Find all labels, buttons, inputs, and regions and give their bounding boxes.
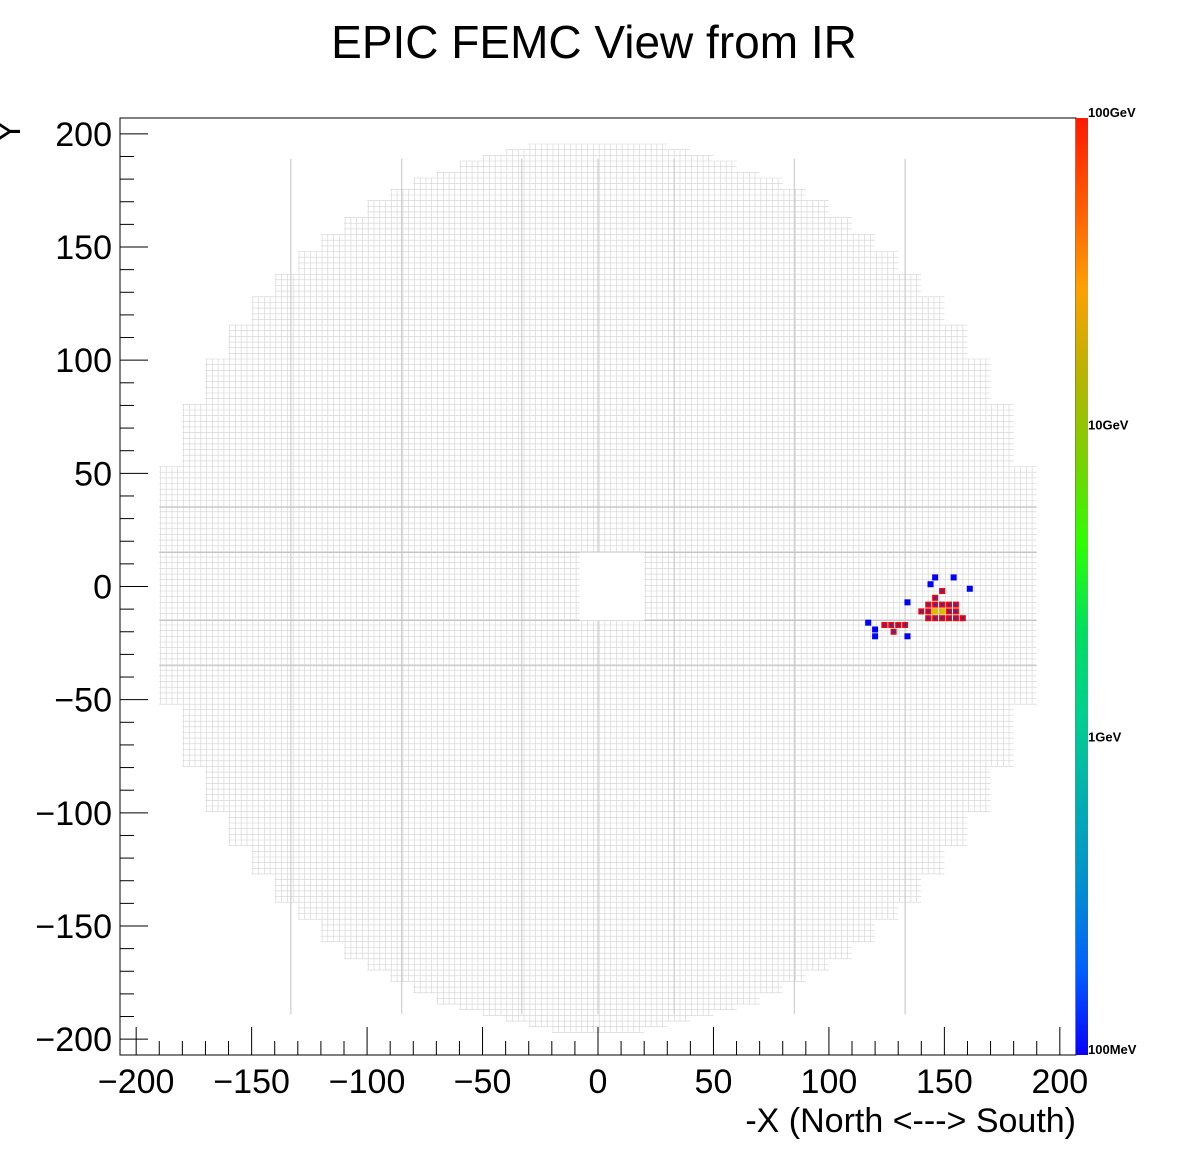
detector-row [482, 155, 714, 162]
detector-row [528, 1021, 668, 1027]
y-axis: 200 150 100 50 0 −50 −100 −150 −200 [35, 116, 148, 1059]
hit-cell-core [940, 616, 944, 620]
hit-cell-core [954, 603, 958, 607]
x-tick-label: 100 [801, 1063, 858, 1101]
y-tick-label: −200 [35, 1021, 112, 1059]
beam-pipe-hole [579, 552, 645, 621]
hit-cell-core [889, 623, 893, 627]
hit-cell-core [933, 596, 937, 600]
hit-cell-core [926, 616, 930, 620]
hit-cell-core [892, 630, 896, 634]
y-tick-label: −150 [35, 908, 112, 946]
x-tick-label: −100 [329, 1063, 406, 1101]
hit-cell [932, 574, 939, 581]
y-tick-label: 50 [74, 455, 112, 493]
hit-cell [872, 633, 879, 640]
hit-cell-core [940, 603, 944, 607]
y-tick-label: 200 [55, 116, 112, 154]
y-axis-title: Y [0, 120, 28, 143]
x-tick-label: 0 [589, 1063, 608, 1101]
x-tick-label: −150 [213, 1063, 290, 1101]
hit-cell-core [940, 589, 944, 593]
hit-cell-core [926, 603, 930, 607]
hit-cell-core [933, 603, 937, 607]
detector-cell-grid [159, 143, 1037, 1033]
hit-cell [950, 574, 957, 581]
x-tick-label: 200 [1031, 1063, 1088, 1101]
x-axis-title: -X (North <---> South) [745, 1102, 1076, 1140]
y-tick-label: −100 [35, 795, 112, 833]
hit-cell-core [954, 609, 958, 613]
hit-cell-core [926, 609, 930, 613]
hit-cell [939, 608, 946, 615]
x-tick-label: 150 [916, 1063, 973, 1101]
x-tick-label: 50 [695, 1063, 733, 1101]
hit-cell-core [896, 623, 900, 627]
hit-cell-core [919, 609, 923, 613]
hit-cell-core [954, 616, 958, 620]
hit-cell-core [903, 623, 907, 627]
hit-cell-core [947, 609, 951, 613]
hit-cell-core [882, 623, 886, 627]
x-axis: −200 −150 −100 −50 0 50 100 150 200 [98, 1027, 1088, 1101]
hit-cell [932, 608, 939, 615]
detector-row [528, 144, 668, 150]
hit-cell-core [947, 616, 951, 620]
hit-cell-core [933, 616, 937, 620]
hit-cell [865, 619, 872, 626]
y-tick-label: 150 [55, 229, 112, 267]
y-tick-label: 100 [55, 342, 112, 380]
detector-row [505, 149, 691, 156]
colorbar-labels: 100GeV 10GeV 1GeV 100MeV [1088, 105, 1137, 1057]
colorbar-label: 1GeV [1088, 730, 1122, 745]
colorbar-label: 100GeV [1088, 105, 1136, 120]
hit-cell [927, 581, 934, 588]
y-tick-label: 0 [93, 569, 112, 607]
hit-cell [904, 599, 911, 606]
chart-title: EPIC FEMC View from IR [331, 16, 857, 68]
colorbar-label: 10GeV [1088, 417, 1129, 432]
x-tick-label: −50 [454, 1063, 512, 1101]
detector-row [505, 1015, 691, 1022]
y-tick-label: −50 [54, 682, 112, 720]
hit-cell [966, 585, 973, 592]
colorbar-label: 100MeV [1088, 1042, 1137, 1057]
hit-cell [904, 633, 911, 640]
hit-cell-core [947, 603, 951, 607]
hit-cell-core [961, 616, 965, 620]
calorimeter-hits [865, 574, 973, 640]
colorbar [1076, 118, 1088, 1055]
hit-cell [872, 626, 879, 633]
x-tick-label: −200 [98, 1063, 175, 1101]
